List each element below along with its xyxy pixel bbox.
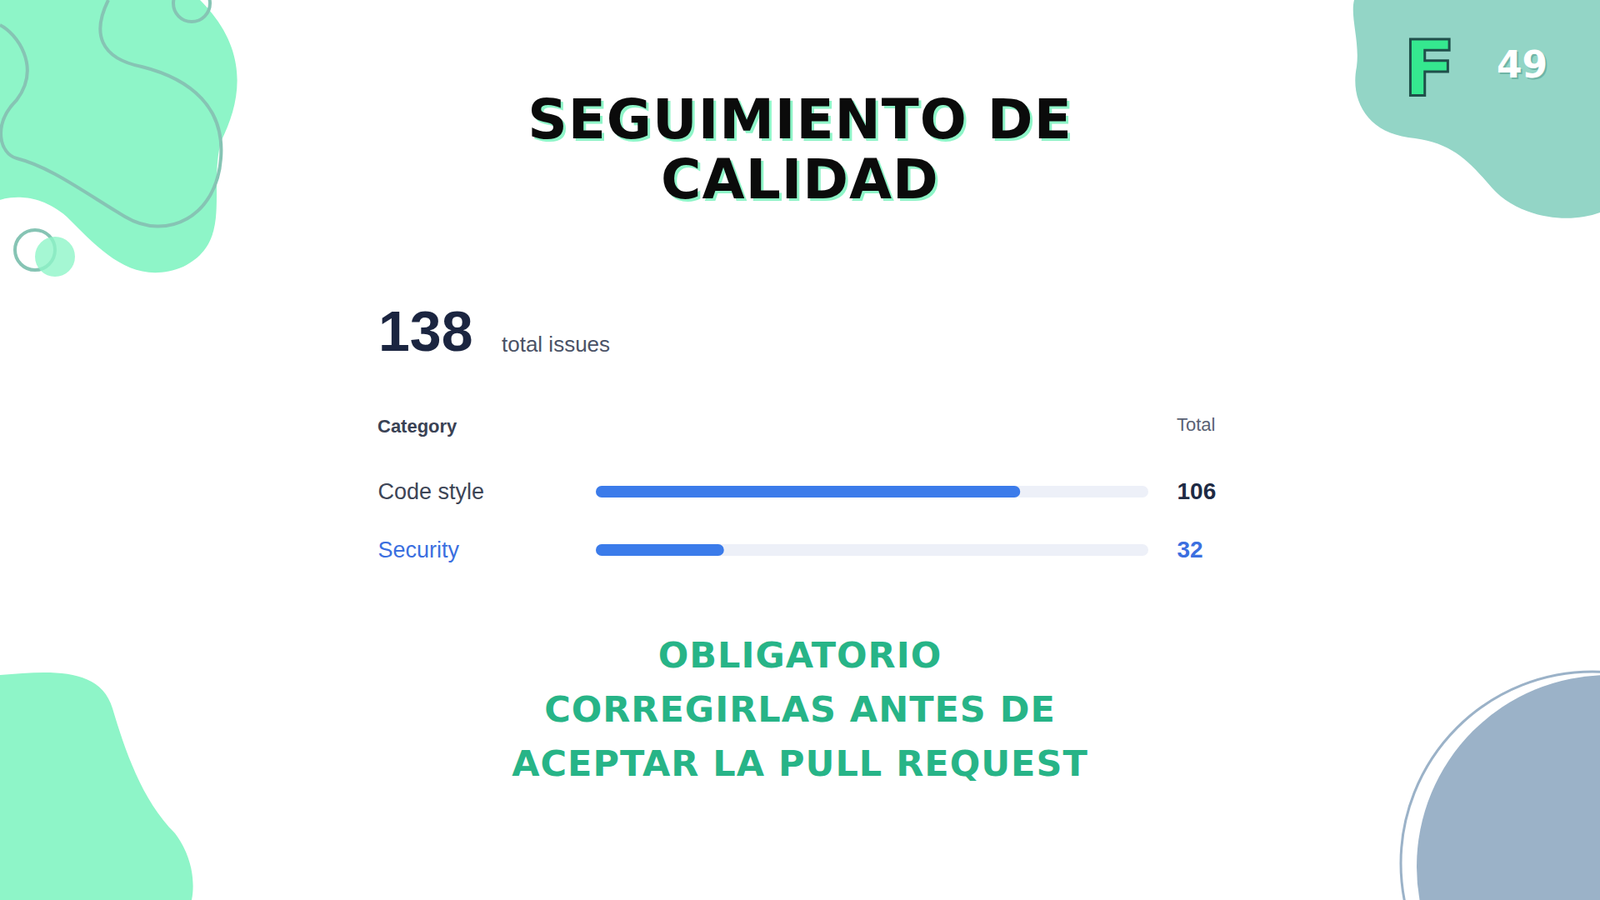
html-text:CALIDAD: CALIDAD	[660, 147, 940, 212]
svg-text:Code style: Code style	[378, 479, 485, 505]
html-text:Category: Category	[377, 415, 457, 437]
html-text:total issues: total issues	[501, 331, 611, 357]
html-text:138: 138	[378, 299, 473, 363]
html-text:OBLIGATORIO: OBLIGATORIO	[658, 634, 942, 676]
html-text:SEGUIMIENTO DE: SEGUIMIENTO DE	[527, 87, 1073, 152]
html-text:CORREGIRLAS ANTES DE: CORREGIRLAS ANTES DE	[544, 688, 1056, 730]
svg-text:Security: Security	[378, 537, 460, 563]
html-text:ACEPTAR LA PULL REQUEST: ACEPTAR LA PULL REQUEST	[511, 742, 1089, 785]
html-text:F: F	[1403, 25, 1456, 115]
svg-text:32: 32	[1177, 536, 1204, 563]
html-text:49: 49	[1496, 43, 1548, 86]
html-text:Total: Total	[1176, 414, 1216, 435]
svg-text:106: 106	[1177, 478, 1217, 505]
